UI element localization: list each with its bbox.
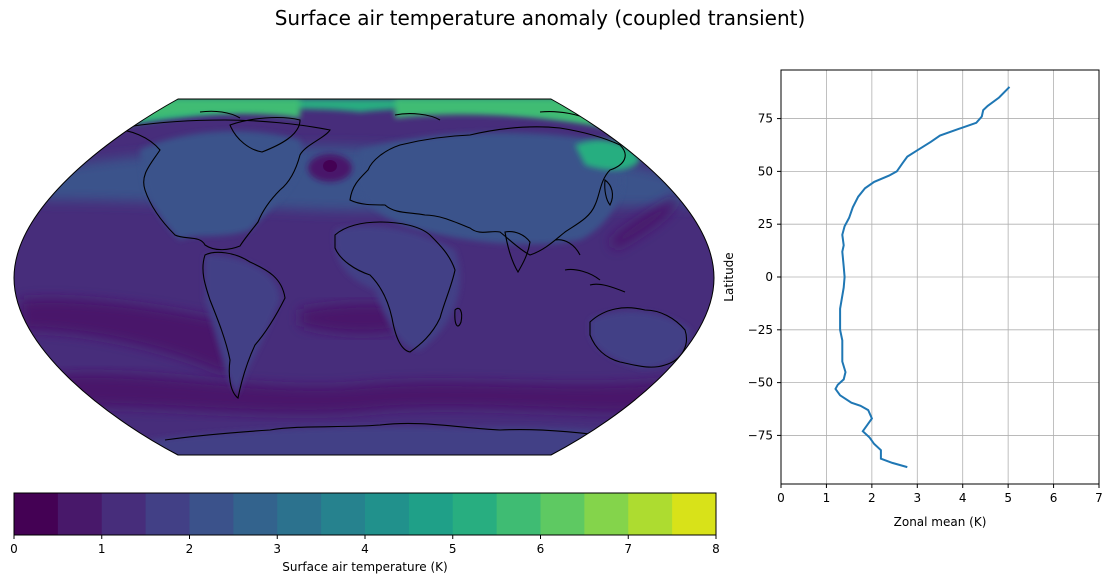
coastline-southeast-asia — [554, 239, 626, 293]
coastline-north-america — [109, 119, 331, 251]
zonal-mean-x-tick-label: 5 — [1004, 491, 1012, 505]
coastline-greenland — [229, 116, 301, 153]
colorbar-tick-label: 0 — [10, 542, 18, 556]
coastline-japan — [604, 178, 614, 207]
zonal-mean-y-tick-label: 25 — [758, 217, 773, 231]
zonal-mean-plot: 0 1 2 3 4 5 6 7 −75 −50 −25 0 25 50 75 Zonal mean (K)… — [722, 69, 1103, 529]
colorbar-swatch — [628, 493, 673, 535]
australia-field — [590, 311, 690, 369]
colorbar-swatch — [14, 493, 59, 535]
zonal-mean-y-tick-label: 75 — [758, 112, 773, 126]
zonal-mean-y-ticks: −75 −50 −25 0 25 50 75 — [748, 112, 781, 442]
zonal-mean-y-label: Latitude — [722, 252, 736, 301]
zonal-mean-x-tick-label: 7 — [1095, 491, 1103, 505]
colorbar-swatch — [672, 493, 717, 535]
colorbar-label: Surface air temperature (K) — [282, 560, 447, 574]
zonal-mean-x-tick-label: 2 — [868, 491, 876, 505]
colorbar-tick-label: 5 — [449, 542, 457, 556]
colorbar-swatch — [101, 493, 147, 535]
coastline-india — [504, 231, 531, 274]
colorbar-swatch — [540, 493, 585, 535]
colorbar-swatch — [365, 493, 410, 535]
colorbar-swatch — [233, 493, 278, 535]
colorbar-swatch — [57, 493, 103, 535]
colorbar-tick-label: 2 — [186, 542, 194, 556]
colorbar-swatch — [452, 493, 498, 535]
zonal-mean-y-tick-label: −25 — [748, 323, 773, 337]
zonal-mean-line — [834, 86, 1011, 469]
colorbar-tick-label: 1 — [98, 542, 106, 556]
zonal-mean-x-tick-label: 3 — [913, 491, 921, 505]
colorbar-swatch — [189, 493, 234, 535]
north-pacific-cool-field — [610, 195, 679, 250]
east-siberia-field — [575, 140, 640, 170]
colorbar-tick-label: 7 — [624, 542, 632, 556]
colorbar-swatch — [584, 493, 629, 535]
south-america-field — [205, 255, 280, 395]
zonal-mean-grid — [780, 70, 1100, 484]
zonal-mean-x-tick-label: 1 — [823, 491, 831, 505]
coastlines — [109, 110, 701, 449]
zonal-mean-x-tick-label: 0 — [777, 491, 785, 505]
colorbar-tick-label: 3 — [273, 542, 281, 556]
figure-title: Surface air temperature anomaly (coupled… — [274, 6, 806, 30]
colorbar-swatches — [14, 493, 717, 535]
southern-ocean-band-field — [14, 373, 714, 414]
zonal-mean-y-tick-label: 50 — [758, 164, 773, 178]
north-america-field — [140, 131, 302, 240]
pacific-cool-tongue-field — [20, 298, 241, 372]
colorbar-tick-label: 6 — [537, 542, 545, 556]
colorbar-ticks: 0 1 2 3 4 5 6 7 8 — [10, 535, 720, 556]
eurasia-field — [355, 132, 622, 245]
colorbar-swatch — [145, 493, 190, 535]
arctic-strong-field — [110, 99, 640, 135]
coastline-europe-asia — [349, 126, 626, 256]
warming-hole-core-field — [323, 160, 337, 172]
africa-field — [335, 226, 461, 350]
coastline-africa — [334, 221, 456, 353]
colorbar-swatch — [321, 493, 366, 535]
temperature-map — [13, 98, 715, 456]
zonal-mean-x-label: Zonal mean (K) — [894, 515, 987, 529]
zonal-mean-x-ticks: 0 1 2 3 4 5 6 7 — [777, 484, 1103, 505]
colorbar-swatch — [496, 493, 541, 535]
coastline-new-zealand — [685, 364, 701, 399]
colorbar-tick-label: 8 — [712, 542, 720, 556]
coastline-madagascar — [454, 307, 463, 327]
zonal-mean-y-tick-label: −50 — [748, 376, 773, 390]
coastline-south-america — [202, 251, 286, 399]
zonal-mean-y-tick-label: −75 — [748, 428, 773, 442]
map-boundary — [13, 98, 715, 456]
colorbar-swatch — [408, 493, 454, 535]
zonal-mean-x-tick-label: 4 — [959, 491, 967, 505]
colorbar-swatch — [277, 493, 322, 535]
colorbar: 0 1 2 3 4 5 6 7 8 Surface air temperature (K) — [10, 492, 720, 574]
colorbar-tick-label: 4 — [361, 542, 369, 556]
temperature-field — [14, 99, 714, 455]
zonal-mean-y-tick-label: 0 — [765, 270, 773, 284]
zonal-mean-x-tick-label: 6 — [1050, 491, 1058, 505]
